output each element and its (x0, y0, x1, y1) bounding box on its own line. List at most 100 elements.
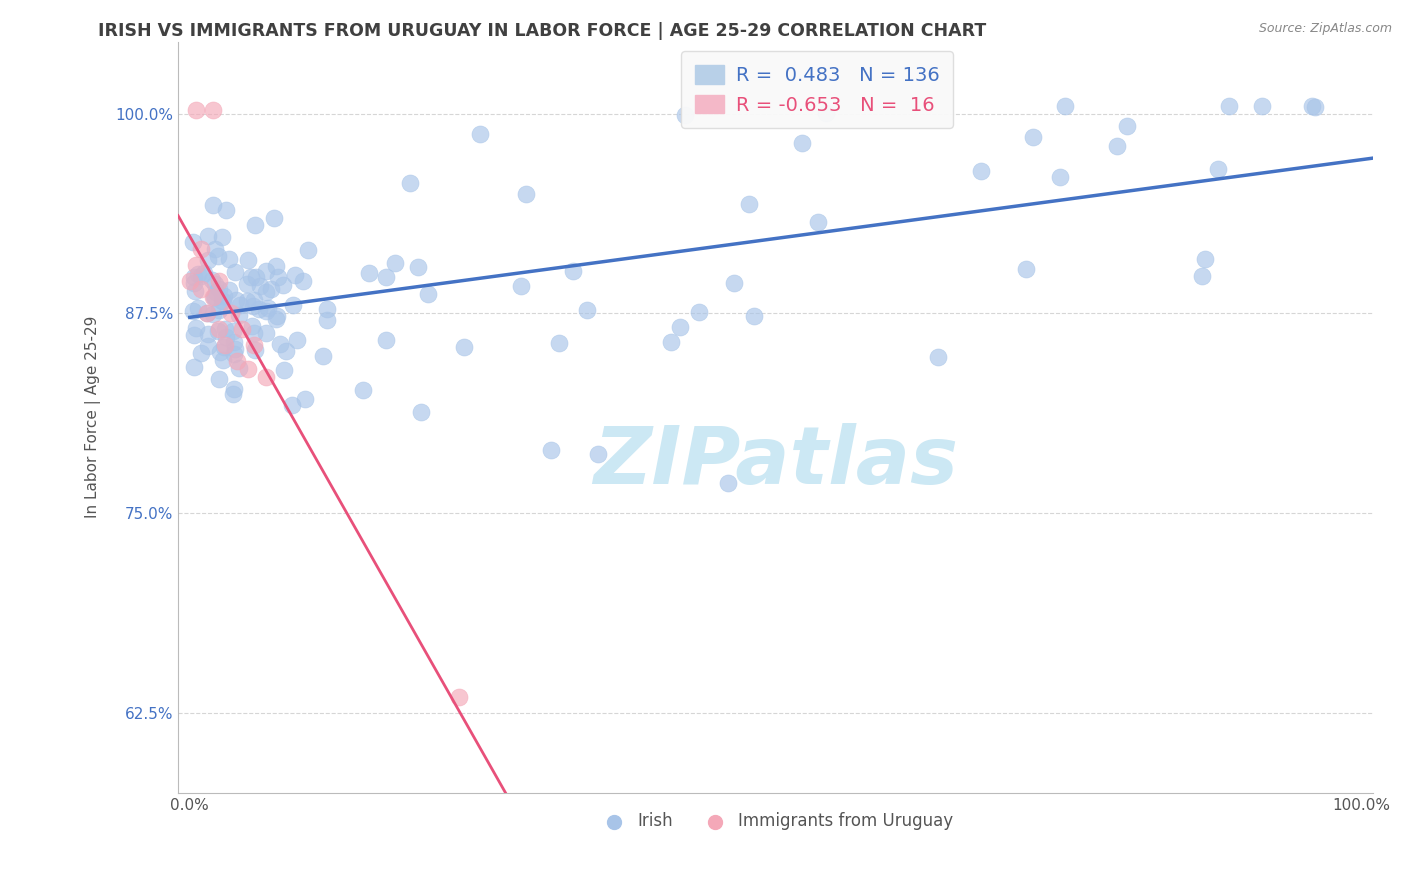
Point (197, 326, 219, 341)
Point (281, 398, 304, 412)
Point (586, 447, 609, 461)
Point (184, 284, 207, 298)
Point (208, 282, 231, 296)
Point (205, 285, 228, 299)
Point (224, 382, 246, 396)
Point (357, 266, 380, 280)
Point (204, 290, 226, 304)
Point (406, 260, 429, 275)
Point (316, 302, 339, 317)
Point (207, 324, 229, 338)
Point (200, 273, 222, 287)
Point (222, 324, 245, 338)
Point (515, 187, 537, 202)
Point (190, 243, 212, 257)
Point (548, 335, 571, 350)
Point (297, 244, 319, 258)
Text: IRISH VS IMMIGRANTS FROM URUGUAY IN LABOR FORCE | AGE 25-29 CORRELATION CHART: IRISH VS IMMIGRANTS FROM URUGUAY IN LABO… (98, 22, 987, 40)
Point (274, 343, 297, 358)
Point (254, 370, 277, 384)
Point (312, 350, 335, 364)
Point (384, 256, 406, 270)
Point (222, 347, 245, 361)
Point (449, 690, 471, 704)
Point (207, 249, 229, 263)
Point (315, 313, 337, 327)
Point (183, 359, 205, 374)
Point (224, 335, 246, 350)
Point (266, 269, 288, 284)
Point (211, 353, 233, 368)
Point (1053, 98, 1076, 112)
Point (243, 338, 266, 352)
Point (970, 163, 993, 178)
Point (187, 267, 209, 281)
Point (212, 340, 235, 354)
Point (723, 276, 745, 290)
Point (271, 278, 294, 293)
Point (218, 283, 240, 297)
Point (208, 303, 231, 318)
Point (190, 282, 212, 296)
Point (814, 105, 837, 120)
Point (187, 301, 209, 315)
Point (204, 277, 226, 292)
Point (228, 361, 250, 376)
Point (208, 344, 231, 359)
Point (211, 293, 233, 308)
Point (1305, 100, 1327, 114)
Point (263, 211, 285, 225)
Point (207, 372, 229, 386)
Point (1116, 119, 1139, 133)
Point (470, 127, 492, 141)
Point (284, 268, 307, 282)
Point (208, 322, 231, 336)
Point (375, 270, 398, 285)
Point (208, 274, 231, 288)
Point (375, 333, 398, 347)
Point (790, 136, 813, 151)
Point (416, 286, 439, 301)
Point (243, 326, 266, 340)
Point (510, 278, 533, 293)
Point (183, 235, 205, 249)
Point (202, 103, 225, 118)
Point (1105, 138, 1128, 153)
Point (562, 264, 585, 278)
Point (183, 327, 205, 342)
Point (398, 176, 420, 190)
Point (184, 259, 207, 273)
Point (184, 320, 207, 334)
Point (254, 326, 277, 341)
Point (269, 336, 291, 351)
Point (214, 338, 236, 352)
Point (201, 307, 224, 321)
Point (212, 289, 235, 303)
Point (254, 264, 277, 278)
Point (195, 306, 218, 320)
Point (285, 333, 308, 347)
Point (224, 343, 246, 357)
Legend: Irish, Immigrants from Uruguay: Irish, Immigrants from Uruguay (591, 805, 960, 837)
Point (179, 274, 201, 288)
Point (260, 282, 283, 296)
Point (453, 340, 475, 354)
Point (195, 306, 218, 320)
Point (214, 321, 236, 335)
Point (576, 302, 599, 317)
Point (239, 269, 262, 284)
Point (1015, 261, 1038, 276)
Point (257, 301, 280, 315)
Point (927, 350, 949, 364)
Point (229, 298, 252, 312)
Point (673, 108, 696, 122)
Point (281, 297, 304, 311)
Point (291, 274, 314, 288)
Point (215, 203, 238, 218)
Point (1191, 269, 1213, 284)
Point (190, 346, 212, 360)
Point (224, 264, 246, 278)
Point (183, 270, 205, 285)
Point (669, 320, 692, 334)
Point (184, 103, 207, 118)
